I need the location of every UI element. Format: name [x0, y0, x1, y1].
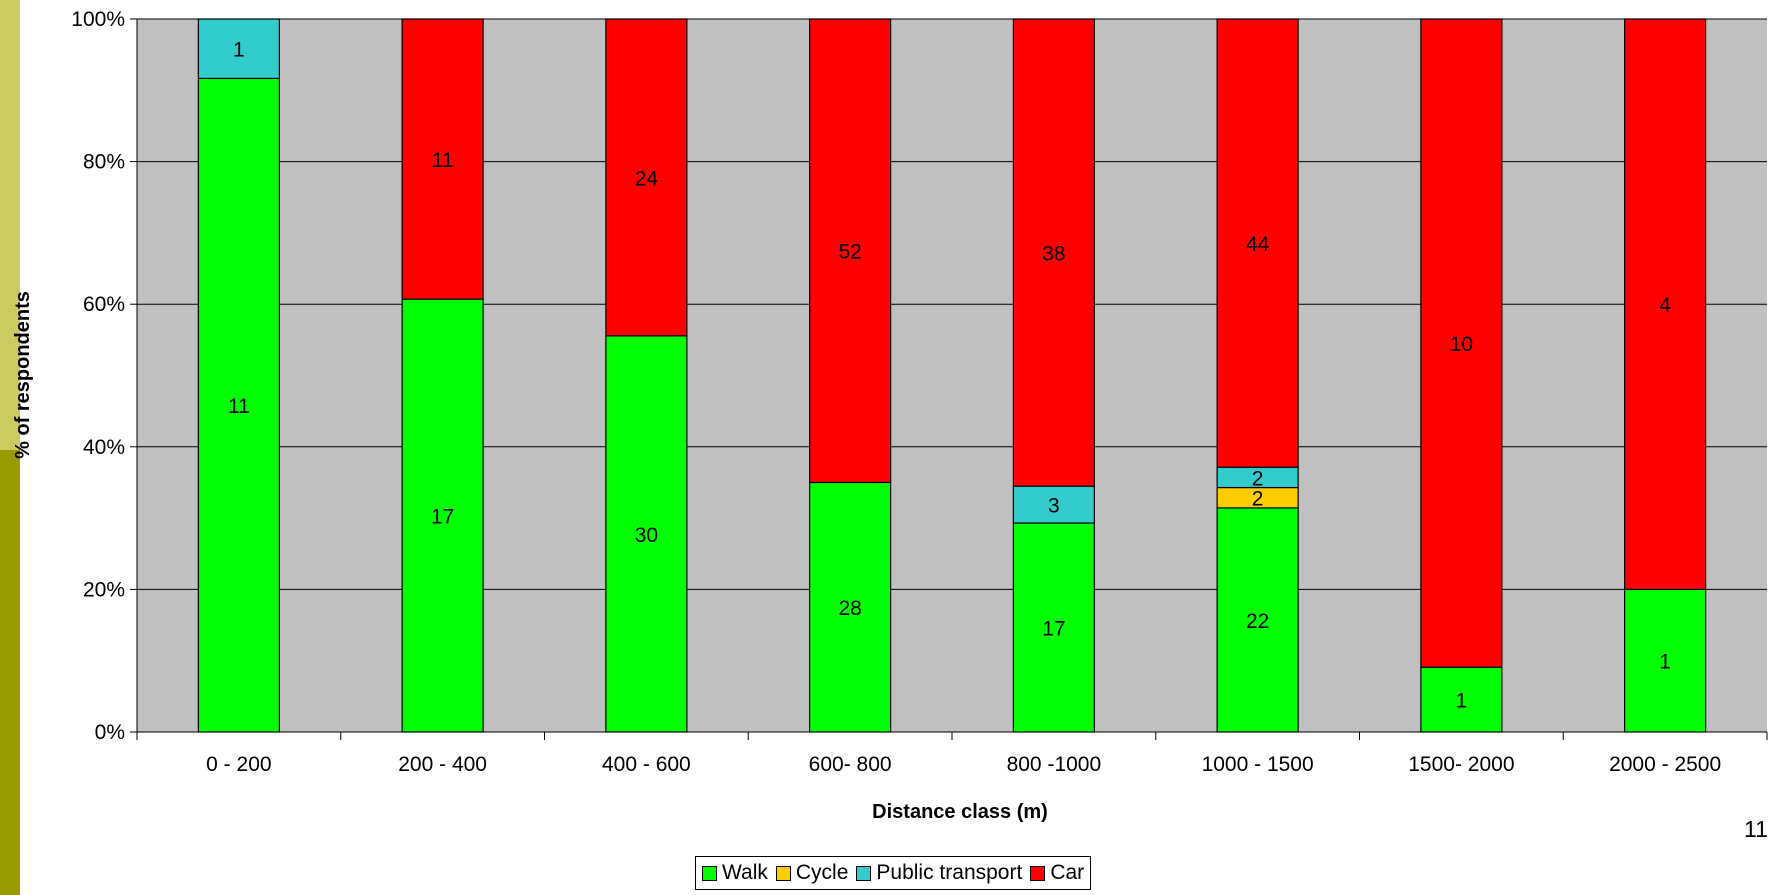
legend-label: Cycle: [795, 861, 849, 884]
bar-segment-car: [1012, 18, 1095, 487]
bar-segment-walk: [605, 335, 688, 733]
data-label: 38: [1042, 243, 1065, 266]
x-tick-label: 0 - 200: [206, 753, 271, 776]
data-label: 24: [635, 167, 659, 190]
legend-item-cycle: Cycle: [775, 861, 849, 885]
data-label: 1: [233, 39, 245, 62]
legend-item-car: Car: [1030, 861, 1084, 885]
bar-segment-car: [1420, 18, 1503, 668]
data-label: 44: [1246, 233, 1270, 256]
y-tick-label: 20%: [83, 578, 125, 601]
legend-swatch: [1030, 865, 1046, 881]
legend: Walk Cycle Public transport Car: [695, 856, 1092, 890]
bars: [197, 18, 1707, 733]
data-label: 2: [1252, 488, 1264, 511]
bar-segment-car: [401, 18, 484, 300]
data-label: 2: [1252, 467, 1264, 490]
bar-segment-car: [1624, 18, 1707, 591]
data-label: 10: [1450, 333, 1473, 356]
legend-swatch: [775, 865, 791, 881]
bar-segment-walk: [809, 481, 892, 733]
x-tick-label: 1000 - 1500: [1202, 753, 1314, 776]
axes: 0% 20% 40% 60% 80% 100% 0 - 200 200 - 400 400 - …: [71, 8, 1768, 776]
bar-segment-car: [605, 18, 688, 337]
y-tick-label: 60%: [83, 293, 125, 316]
side-accent-bar-top: [0, 0, 20, 450]
legend-item-walk: Walk: [702, 861, 768, 885]
data-label: 52: [838, 241, 861, 264]
bar-segment-car: [809, 18, 892, 484]
x-tick-label: 1500- 2000: [1408, 753, 1514, 776]
data-label: 17: [431, 506, 454, 529]
legend-label: Public transport: [876, 861, 1023, 884]
legend-label: Walk: [722, 861, 768, 884]
bar-segment-public-transport: [197, 18, 280, 80]
y-tick-label: 0%: [95, 721, 125, 744]
data-label: 30: [635, 524, 658, 547]
x-axis-title: Distance class (m): [872, 801, 1048, 823]
data-label: 17: [1042, 618, 1065, 641]
slide-number: 11: [1744, 816, 1768, 842]
bar-segment-public-transport: [1012, 485, 1095, 524]
data-label: 22: [1246, 610, 1269, 633]
data-label: 11: [432, 149, 454, 172]
y-tick-label: 80%: [83, 151, 125, 174]
x-tick-label: 200 - 400: [398, 753, 487, 776]
data-label: 11: [228, 395, 250, 418]
y-tick-label: 100%: [71, 8, 125, 31]
data-label: 1: [1456, 690, 1468, 713]
y-axis-title: % of respondents: [12, 291, 34, 459]
data-label: 4: [1659, 294, 1671, 317]
x-tick-label: 800 -1000: [1007, 753, 1102, 776]
legend-label: Car: [1050, 861, 1085, 884]
bar-segment-car: [1216, 18, 1299, 468]
data-label: 28: [838, 597, 861, 620]
y-tick-label: 40%: [83, 436, 125, 459]
legend-swatch: [856, 865, 872, 881]
legend-item-public-transport: Public transport: [856, 861, 1022, 885]
x-tick-label: 2000 - 2500: [1609, 753, 1721, 776]
bar-segment-walk: [401, 298, 484, 733]
data-label: 3: [1048, 495, 1060, 518]
side-accent-bar-bottom: [0, 450, 20, 895]
x-tick-label: 400 - 600: [602, 753, 691, 776]
data-label: 1: [1659, 651, 1671, 674]
x-tick-label: 600- 800: [809, 753, 892, 776]
legend-swatch: [702, 865, 717, 881]
plot-area: [137, 19, 1767, 732]
